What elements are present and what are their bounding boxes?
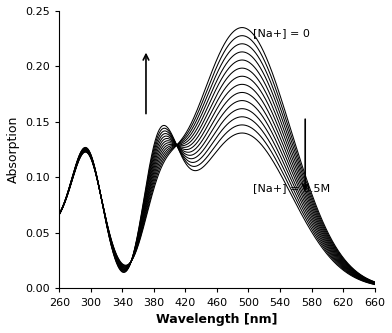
- X-axis label: Wavelength [nm]: Wavelength [nm]: [156, 313, 278, 326]
- Text: [Na+] = 0: [Na+] = 0: [253, 28, 310, 38]
- Text: [Na+] = 0.5M: [Na+] = 0.5M: [253, 183, 330, 193]
- Y-axis label: Absorption: Absorption: [7, 116, 20, 183]
